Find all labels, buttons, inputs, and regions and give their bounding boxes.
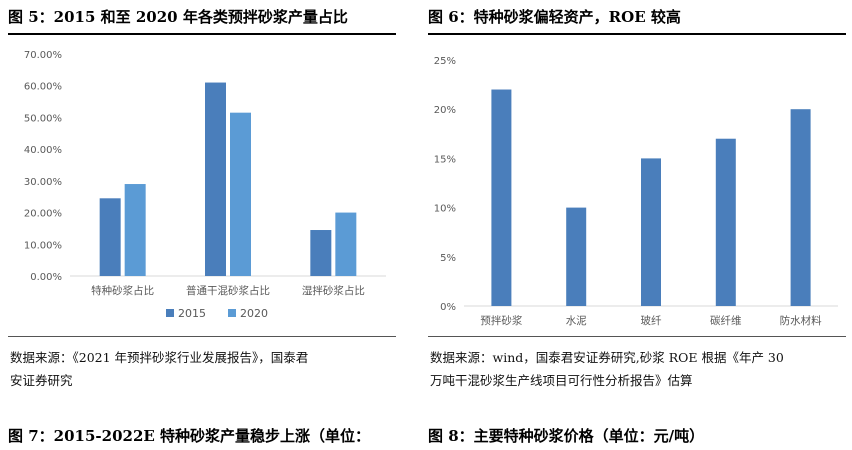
fig6-source-rule	[428, 336, 846, 337]
y-tick-label: 10.00%	[24, 240, 62, 251]
legend-swatch-2015	[166, 309, 174, 317]
bar-1	[566, 207, 587, 306]
y-tick-label: 70.00%	[24, 50, 62, 61]
bar-2015-2	[310, 230, 332, 276]
bar-2	[641, 158, 661, 306]
y-tick-label: 20.00%	[24, 209, 62, 220]
bar-2020-2	[335, 212, 357, 276]
bar-0	[491, 89, 512, 306]
fig5-source-line2: 安证券研究	[10, 373, 73, 388]
x-category-label: 水泥	[566, 314, 587, 327]
fig6-title-rule	[428, 33, 846, 35]
fig6-source-line1: 数据来源：wind，国泰君安证券研究,砂浆 ROE 根据《年产 30	[430, 350, 784, 365]
legend-label-2020: 2020	[240, 307, 268, 320]
x-category-label: 湿拌砂浆占比	[302, 284, 365, 297]
bar-2015-0	[99, 198, 121, 276]
bar-2020-1	[230, 112, 251, 277]
y-tick-label: 40.00%	[24, 145, 62, 156]
y-tick-label: 5%	[440, 253, 456, 264]
x-category-label: 玻纤	[641, 314, 662, 327]
fig5-source-rule	[8, 336, 396, 337]
fig5-title-rule	[8, 33, 396, 35]
bar-4	[790, 109, 811, 306]
x-category-label: 特种砂浆占比	[91, 284, 154, 297]
legend-swatch-2020	[228, 309, 236, 317]
y-tick-label: 50.00%	[24, 113, 62, 124]
fig6-source-line2: 万吨干混砂浆生产线项目可行性分析报告》估算	[430, 373, 693, 388]
y-tick-label: 0%	[440, 302, 456, 313]
y-tick-label: 30.00%	[24, 177, 62, 188]
y-tick-label: 15%	[434, 154, 456, 165]
x-category-label: 预拌砂浆	[480, 314, 522, 327]
y-tick-label: 20%	[434, 105, 456, 116]
fig6-source: 数据来源：wind，国泰君安证券研究,砂浆 ROE 根据《年产 30 万吨干混砂…	[430, 346, 846, 392]
y-tick-label: 25%	[434, 56, 456, 67]
y-tick-label: 0.00%	[30, 272, 62, 283]
x-category-label: 防水材料	[780, 314, 822, 327]
fig5-title: 图 5：2015 和至 2020 年各类预拌砂浆产量占比	[8, 8, 348, 26]
bar-2015-1	[205, 82, 226, 276]
x-category-label: 普通干混砂浆占比	[186, 284, 270, 297]
fig5-chart: 0.00% 10.00% 20.00% 30.00% 40.00% 50.00% 60.00…	[24, 50, 386, 320]
x-category-label: 碳纤维	[710, 314, 742, 327]
y-tick-label: 10%	[434, 204, 456, 215]
fig7-title: 图 7：2015-2022E 特种砂浆产量稳步上涨（单位：	[8, 427, 371, 445]
fig6-title: 图 6：特种砂浆偏轻资产，ROE 较高	[428, 8, 681, 26]
fig5-source: 数据来源：《2021 年预拌砂浆行业发展报告》，国泰君 安证券研究	[10, 346, 396, 392]
bar-2020-0	[124, 184, 146, 276]
fig6-chart: 0% 5% 10% 15% 20% 25% 预拌砂浆 水泥 玻纤 碳纤维 防水材料	[434, 56, 838, 327]
fig8-title: 图 8：主要特种砂浆价格（单位：元/吨）	[428, 427, 705, 445]
fig5-source-line1: 数据来源：《2021 年预拌砂浆行业发展报告》，国泰君	[10, 350, 309, 365]
bar-3	[715, 138, 736, 306]
legend-label-2015: 2015	[178, 307, 206, 320]
y-tick-label: 60.00%	[24, 82, 62, 93]
